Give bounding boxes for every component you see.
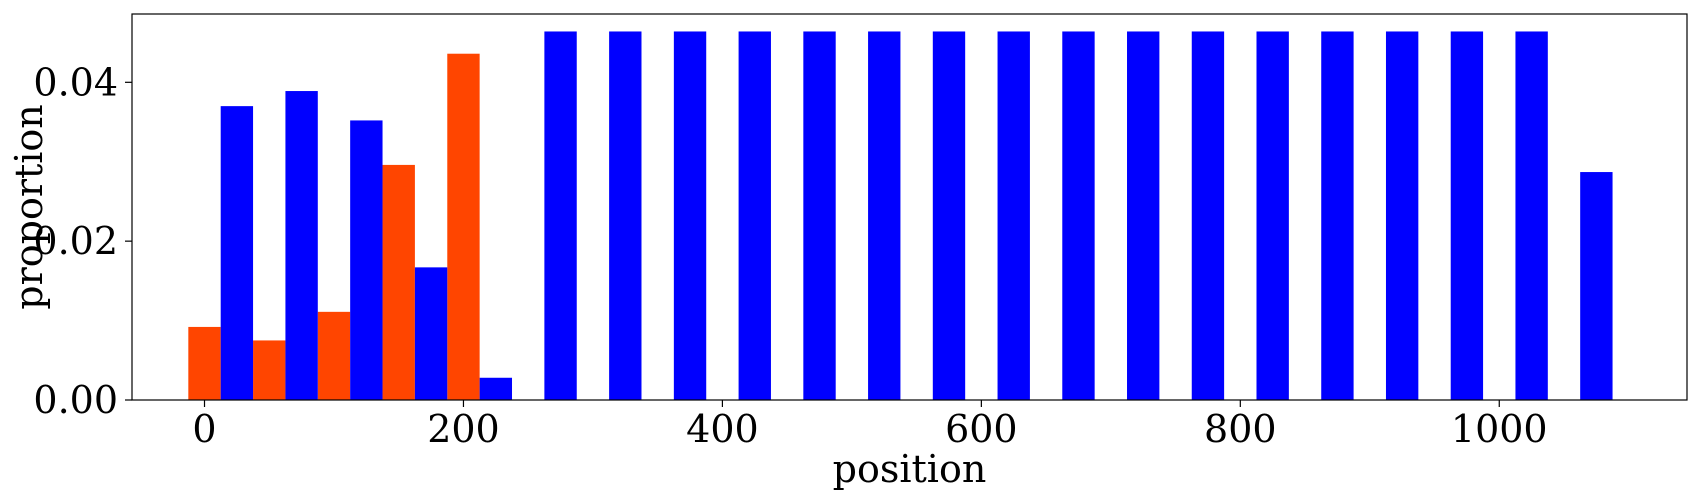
- x-axis-ticks: 0 200 400 600 800 1000: [192, 400, 1548, 451]
- y-tick-label: 0.02: [33, 219, 118, 263]
- bar-series-2-725: [1127, 31, 1160, 400]
- x-tick-label: 400: [686, 407, 759, 451]
- bar-series-2-525: [868, 31, 901, 400]
- bar-series-2-475: [803, 31, 836, 400]
- x-tick-label: 0: [192, 407, 216, 451]
- y-axis-ticks: 0.00 0.02 0.04: [33, 60, 132, 422]
- x-tick-label: 600: [945, 407, 1018, 451]
- x-tick-label: 200: [427, 407, 500, 451]
- bar-series-1-200: [447, 53, 480, 400]
- bar-series-2-825: [1256, 31, 1289, 400]
- x-tick-label: 1000: [1451, 407, 1548, 451]
- bar-series-2-975: [1450, 31, 1484, 400]
- y-tick-label: 0.04: [33, 60, 118, 104]
- bar-series-2-25: [220, 106, 254, 401]
- bar-series-2-375: [673, 31, 707, 400]
- bar-series-2-875: [1321, 31, 1354, 400]
- y-axis-label: proportion: [7, 104, 51, 310]
- bar-series-2-775: [1191, 31, 1225, 400]
- bar-series-2-625: [997, 31, 1030, 400]
- bar-series-1-150: [382, 164, 415, 400]
- bar-series-1-0: [188, 326, 221, 400]
- plot-frame: [131, 13, 1688, 401]
- bar-series-2-175: [414, 267, 448, 400]
- bar-series-1-100: [317, 311, 351, 400]
- bar-series-1-50: [253, 340, 286, 400]
- bar-series-2-675: [1062, 31, 1095, 400]
- bar-series-2-75: [285, 91, 318, 401]
- x-tick-label: 800: [1204, 407, 1277, 451]
- bar-series-2-1025: [1515, 31, 1548, 400]
- bar-series-2-925: [1385, 31, 1419, 400]
- bar-series-2-275: [544, 31, 577, 400]
- bar-series-2-1075: [1580, 172, 1613, 400]
- x-axis-label: position: [833, 447, 987, 491]
- bar-series-2-425: [738, 31, 771, 400]
- bars-layer: [188, 31, 1613, 401]
- bar-series-2-325: [609, 31, 642, 400]
- bar-series-2-125: [350, 120, 383, 401]
- bar-series-2-225: [479, 377, 513, 400]
- bar-series-2-575: [932, 31, 966, 400]
- y-tick-label: 0.00: [33, 378, 118, 422]
